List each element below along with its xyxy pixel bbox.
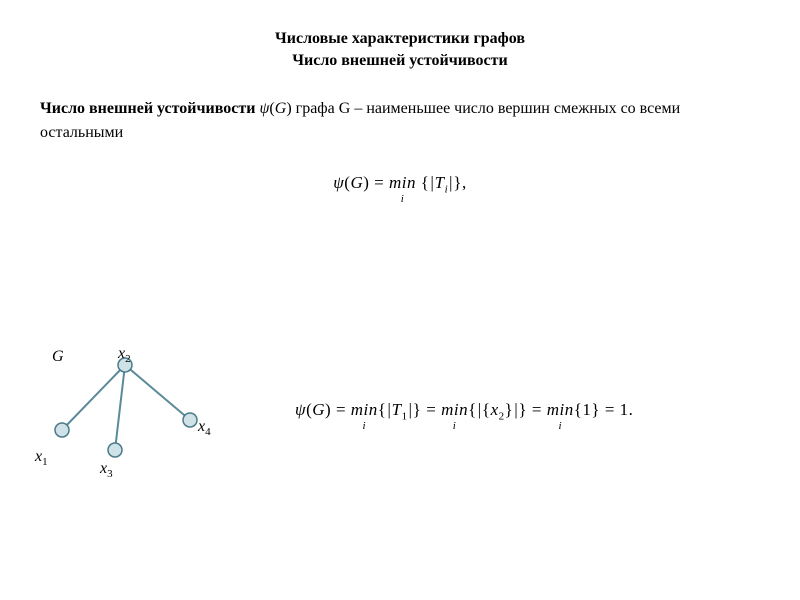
graph-edge (125, 365, 190, 420)
definition-psi: ψ(G) (259, 100, 291, 117)
title-line2: Число внешней устойчивости (0, 50, 800, 72)
title-block: Числовые характеристики графов Число вне… (0, 0, 800, 73)
graph-node-label: x1 (35, 448, 48, 468)
formula-example: ψ(G) = min i {|T1|} = min i {|{x2}|} = m… (295, 400, 633, 422)
graph-node (55, 423, 69, 437)
graph-node (183, 413, 197, 427)
graph-edge (115, 365, 125, 450)
graph-node (108, 443, 122, 457)
graph-node-label: x2 (118, 345, 131, 365)
graph-edge (62, 365, 125, 430)
formula-main: ψ(G) = min i {|Ti|}, (0, 173, 800, 195)
graph-label-G: G (52, 348, 64, 366)
definition-paragraph: Число внешней устойчивости ψ(G) графа G … (0, 97, 800, 145)
graph-node-label: x4 (198, 418, 211, 438)
definition-lead: Число внешней устойчивости (40, 100, 255, 117)
title-line1: Числовые характеристики графов (0, 28, 800, 50)
graph-node-label: x3 (100, 460, 113, 480)
